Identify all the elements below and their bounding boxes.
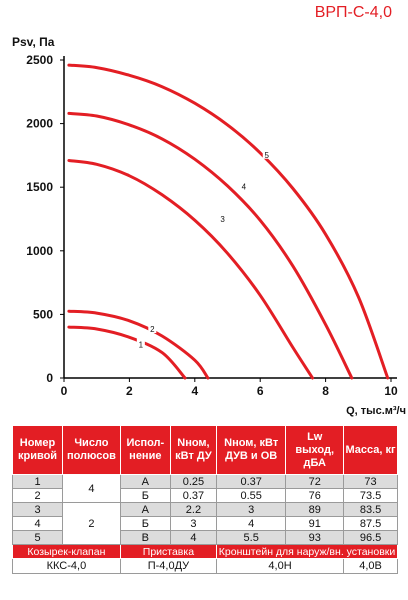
cell-curve: 4 [11, 516, 64, 531]
cell-mass: 73.5 [343, 488, 398, 503]
cell-n-duv: 0.55 [216, 488, 287, 503]
curve-label-5: 5 [265, 151, 270, 160]
cell-n-du: 0.37 [169, 488, 218, 503]
cell-curve: 3 [11, 502, 64, 517]
x-tick-label: 4 [191, 384, 198, 398]
table-row: 4 Б 3 4 91 87.5 [11, 516, 398, 531]
accessory-header-visor: Козырек-клапан [12, 544, 121, 559]
cell-mass: 96.5 [343, 530, 398, 545]
table-header-row: Номер кривой Число полюсов Испол-нение N… [11, 425, 398, 475]
cell-exec: А [119, 474, 171, 489]
curve-label-bg [148, 323, 157, 334]
cell-lw: 76 [285, 488, 345, 503]
accessory-bracket-outdoor: 4,0Н [216, 558, 345, 574]
curve-1 [67, 325, 187, 380]
cell-n-du: 3 [169, 516, 218, 531]
curve-5 [67, 63, 390, 380]
y-axis-title: Psv, Па [12, 35, 55, 49]
y-tick-label: 1500 [26, 180, 53, 194]
curve-label-2: 2 [150, 325, 155, 334]
x-tick-label: 0 [61, 384, 68, 398]
cell-n-duv: 4 [216, 516, 287, 531]
cell-mass: 87.5 [343, 516, 398, 531]
table-row: 5 В 4 5.5 93 96.5 [11, 530, 398, 545]
cell-n-du: 0.25 [169, 474, 218, 489]
cell-n-du: 2.2 [169, 502, 218, 517]
header-lw: Lw выход, дБА [285, 425, 345, 475]
table-row: 1 4 А 0.25 0.37 72 73 [11, 474, 398, 503]
cell-n-du: 4 [169, 530, 218, 545]
cell-curve: 1 [11, 474, 64, 489]
accessory-visor: ККС-4,0 [12, 558, 121, 574]
header-exec: Испол-нение [119, 425, 171, 475]
y-tick-label: 1000 [26, 244, 53, 258]
cell-n-duv: 3 [216, 502, 287, 517]
accessory-bracket-indoor: 4,0В [343, 558, 398, 574]
chart-labels: 12 3 4 5 [136, 148, 271, 349]
curve-label-bg [262, 148, 271, 159]
cell-exec: Б [119, 516, 171, 531]
curve-label-bg [136, 338, 145, 349]
y-tick-label: 2000 [26, 117, 53, 131]
x-tick-label: 2 [126, 384, 133, 398]
curve-3 [67, 159, 314, 380]
spec-table: Номер кривой Число полюсов Испол-нение N… [11, 425, 398, 574]
cell-curve: 2 [11, 488, 64, 503]
cell-exec: Б [119, 488, 171, 503]
x-tick-label: 6 [257, 384, 264, 398]
chart-axes: 0 2 4 6 8 10 0 500 1000 1500 2000 2500 Psv, Па Q, тыс… [12, 35, 406, 417]
cell-exec: В [119, 530, 171, 545]
x-tick-label: 10 [384, 384, 398, 398]
accessory-header-bracket: Кронштейн для наруж/вн. установки [216, 544, 398, 559]
cell-n-duv: 0.37 [216, 474, 287, 489]
curve-label-bg [218, 213, 227, 223]
header-curve: Номер кривой [11, 425, 64, 475]
cell-lw: 72 [285, 474, 345, 489]
cell-lw: 93 [285, 530, 345, 545]
cell-poles: 2 [62, 502, 121, 545]
performance-chart: 0 2 4 6 8 10 0 500 1000 1500 2000 2500 Psv, Па Q, тыс… [12, 35, 406, 417]
curve-2 [67, 309, 210, 380]
curve-label-bg [239, 180, 248, 191]
cell-n-duv: 5.5 [216, 530, 287, 545]
cell-lw: 91 [285, 516, 345, 531]
accessories-value-row: ККС-4,0 П-4,0ДУ 4,0Н 4,0В [12, 558, 398, 574]
cell-mass: 83.5 [343, 502, 398, 517]
x-tick-label: 8 [322, 384, 329, 398]
curve-label-1: 1 [139, 340, 144, 349]
table-row: 2 Б 0.37 0.55 76 73.5 [11, 488, 398, 503]
x-axis-title: Q, тыс.м³/ч [346, 405, 406, 417]
cell-mass: 73 [343, 474, 398, 489]
header-n-du: Nном, кВт ДУ [169, 425, 218, 475]
model-title: ВРП-С-4,0 [314, 4, 392, 21]
table-row: 3 2 А 2.2 3 89 83.5 [11, 502, 398, 545]
cell-exec: А [119, 502, 171, 517]
header-mass: Масса, кг [343, 425, 398, 475]
header-n-duv: Nном, кВт ДУВ и ОВ [216, 425, 287, 475]
header-poles: Число полюсов [62, 425, 121, 475]
accessory-header-adapter: Приставка [119, 544, 218, 559]
accessories-header-row: Козырек-клапан Приставка Кронштейн для н… [12, 544, 398, 559]
accessory-adapter: П-4,0ДУ [119, 558, 218, 574]
cell-lw: 89 [285, 502, 345, 517]
y-tick-label: 500 [33, 307, 53, 321]
y-tick-label: 0 [46, 371, 53, 385]
curve-label-4: 4 [242, 183, 247, 192]
y-tick-label: 2500 [26, 53, 53, 67]
curve-4 [67, 111, 354, 380]
cell-curve: 5 [11, 530, 64, 545]
chart-curves [67, 63, 390, 380]
curve-label-3: 3 [220, 215, 225, 224]
cell-poles: 4 [62, 474, 121, 503]
